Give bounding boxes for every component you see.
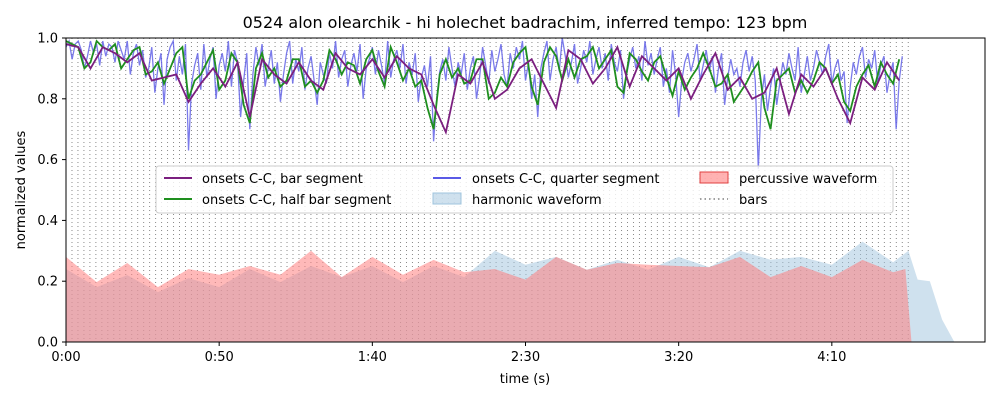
x-tick-label: 4:10 xyxy=(817,350,846,365)
series-onsets-C-C-quarter-segment xyxy=(65,37,903,169)
x-tick-label: 2:30 xyxy=(511,350,540,365)
waveform-areas xyxy=(66,241,955,342)
x-axis-label: time (s) xyxy=(500,372,550,387)
x-tick-label: 0:50 xyxy=(205,350,234,365)
y-tick-label: 0.2 xyxy=(37,275,58,290)
y-tick-label: 0.8 xyxy=(37,92,58,107)
x-tick-label: 0:00 xyxy=(51,350,80,365)
y-tick-label: 0.0 xyxy=(37,336,58,351)
onset-lines xyxy=(65,37,903,169)
legend-swatch-percussive xyxy=(699,171,729,184)
x-tick-label: 3:20 xyxy=(664,350,693,365)
y-tick-label: 1.0 xyxy=(37,32,58,47)
y-axis-label: normalized values xyxy=(14,130,29,249)
legend-swatch-harmonic xyxy=(432,192,462,205)
y-tick-label: 0.4 xyxy=(37,214,58,229)
series-onsets-C-C-half-bar-segment xyxy=(65,39,901,130)
legend-label-quarter-segment: onsets C-C, quarter segment xyxy=(472,172,659,187)
legend-label-harmonic: harmonic waveform xyxy=(472,193,602,208)
chart-title: 0524 alon olearchik - hi holechet badrac… xyxy=(243,13,808,32)
area-percussive-waveform xyxy=(66,250,912,342)
legend-label-half-bar-segment: onsets C-C, half bar segment xyxy=(202,193,391,208)
x-tick-label: 1:40 xyxy=(358,350,387,365)
x-axis: 0:00 0:50 1:40 2:30 3:20 4:10 xyxy=(51,342,846,365)
series-onsets-C-C-bar-segment xyxy=(65,43,900,136)
legend-label-bars: bars xyxy=(739,193,768,208)
y-axis: 0.0 0.2 0.4 0.6 0.8 1.0 xyxy=(37,32,66,351)
y-tick-label: 0.6 xyxy=(37,153,58,168)
legend-label-bar-segment: onsets C-C, bar segment xyxy=(202,172,363,187)
legend-label-percussive: percussive waveform xyxy=(739,172,877,187)
legend: onsets C-C, bar segment onsets C-C, half… xyxy=(155,165,894,214)
